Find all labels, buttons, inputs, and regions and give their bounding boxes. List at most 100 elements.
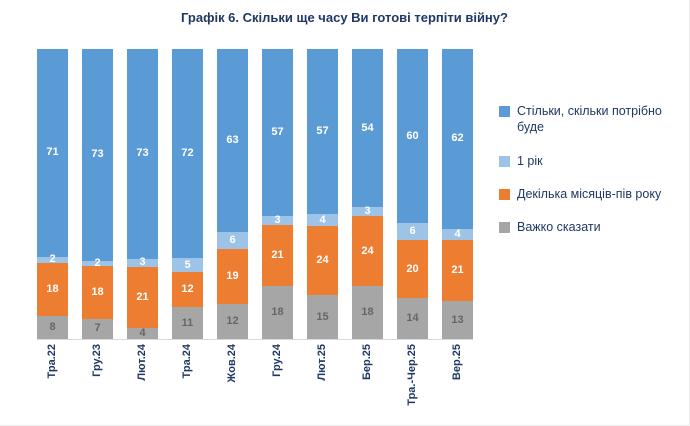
bar-segment: 57: [262, 49, 293, 216]
legend-swatch: [499, 222, 510, 233]
bar-segment: 20: [397, 240, 428, 299]
segment-value-label: 15: [316, 310, 329, 323]
bar-segment: 12: [217, 304, 248, 339]
x-axis-label-text: Тра.24: [181, 344, 193, 379]
x-axis-labels: Тра.22 Гру.23 Лют.24 Тра.24 Жов.24 Гру.24 Лют.…: [37, 344, 473, 406]
bar-segment: 13: [442, 301, 473, 339]
x-axis-label: Лют.25: [307, 344, 338, 406]
x-axis-label-text: Тра.-Чер.25: [406, 344, 418, 406]
x-axis-label-text: Лют.24: [136, 344, 148, 381]
segment-value-label: 11: [181, 316, 194, 329]
segment-value-label: 2: [94, 257, 101, 270]
bar-column: 62 4 21 13: [442, 49, 473, 339]
segment-value-label: 24: [316, 254, 329, 267]
legend-label: Важко сказати: [517, 220, 601, 234]
bar-segment: 54: [352, 49, 383, 208]
bar-segment: 60: [397, 49, 428, 223]
bar-segment: 24: [352, 215, 383, 287]
legend: Стільки, скільки потрібно буде 1 рік Декіл…: [499, 49, 677, 406]
segment-value-label: 72: [181, 146, 194, 159]
bar-segment: 3: [352, 205, 383, 218]
bar-segment: 72: [172, 49, 203, 258]
x-axis-label: Тра.22: [37, 344, 68, 406]
chart-title: Графік 6. Скільки ще часу Ви готові терп…: [181, 10, 508, 25]
segment-value-label: 12: [226, 315, 239, 328]
x-axis-label: Гру.23: [82, 344, 113, 406]
segment-value-label: 57: [271, 125, 284, 138]
legend-item: 1 рік: [499, 153, 677, 169]
segment-value-label: 71: [46, 146, 59, 159]
segment-value-label: 13: [451, 313, 464, 326]
segment-value-label: 60: [406, 129, 419, 142]
segment-value-label: 12: [181, 283, 194, 296]
bar-segment: 3: [262, 214, 293, 225]
segment-value-label: 62: [451, 132, 464, 145]
segment-value-label: 3: [364, 205, 371, 218]
segment-value-label: 2: [49, 253, 56, 266]
bar-column: 73 2 18 7: [82, 49, 113, 339]
x-axis-label: Гру.24: [262, 344, 293, 406]
bar-segment: 63: [217, 49, 248, 232]
legend-swatch: [499, 155, 510, 167]
bar-segment: 4: [442, 229, 473, 241]
bar-segment: 57: [307, 49, 338, 215]
segment-value-label: 7: [94, 322, 101, 335]
x-axis-label: Лют.24: [127, 344, 158, 406]
x-axis-label-text: Гру.24: [271, 344, 283, 377]
bar-column: 60 6 20 14: [397, 49, 428, 339]
bar-segment: 3: [127, 256, 158, 269]
bar-segment: 6: [397, 223, 428, 241]
bar-segment: 18: [37, 262, 68, 316]
bar-segment: 21: [127, 267, 158, 328]
x-axis-label: Жов.24: [217, 344, 248, 406]
bar-column: 72 5 12 11: [172, 49, 203, 339]
x-axis-label-text: Тра.22: [46, 344, 58, 379]
bar-segment: 24: [307, 225, 338, 296]
bar-segment: 7: [82, 318, 113, 339]
bar-segment: 14: [397, 298, 428, 339]
bar-segment: 4: [127, 326, 158, 339]
segment-value-label: 5: [184, 258, 191, 271]
segment-value-label: 54: [361, 121, 374, 134]
bar-segment: 5: [172, 257, 203, 273]
bar-column: 73 3 21 4: [127, 49, 158, 339]
segment-value-label: 24: [361, 244, 374, 257]
bar-segment: 15: [307, 295, 338, 339]
segment-value-label: 4: [139, 326, 146, 339]
plot-area: 71 2 18 8 73 2 18 7 73 3 21 4 72 5 12 11 63 6 19 12 57 3 21 18 5…: [37, 49, 473, 340]
legend-label: Стільки, скільки потрібно буде: [517, 104, 662, 135]
x-axis-label: Тра.24: [172, 344, 203, 406]
segment-value-label: 4: [454, 228, 461, 241]
bar-segment: 11: [172, 307, 203, 339]
legend-swatch: [499, 188, 510, 200]
segment-value-label: 18: [271, 306, 284, 319]
segment-value-label: 18: [91, 286, 104, 299]
bar-segment: 18: [262, 286, 293, 339]
segment-value-label: 21: [271, 249, 284, 261]
bar-column: 63 6 19 12: [217, 49, 248, 339]
segment-value-label: 57: [316, 125, 329, 138]
x-axis-label-text: Гру.23: [91, 344, 103, 377]
segment-value-label: 63: [226, 133, 239, 146]
bar-segment: 18: [82, 266, 113, 319]
segment-value-label: 73: [136, 147, 149, 160]
bar-column: 71 2 18 8: [37, 49, 68, 339]
x-axis-label-text: Вер.25: [451, 344, 463, 381]
x-axis-label: Вер.25: [442, 344, 473, 406]
bar-segment: 73: [82, 49, 113, 261]
x-axis-label: Тра.-Чер.25: [397, 344, 428, 406]
segment-value-label: 20: [406, 262, 419, 275]
bar-segment: 12: [172, 272, 203, 308]
segment-value-label: 4: [319, 213, 326, 226]
bar-column: 57 3 21 18: [262, 49, 293, 339]
segment-value-label: 3: [139, 256, 146, 269]
chart-body: 71 2 18 8 73 2 18 7 73 3 21 4 72 5 12 11 63 6 19 12 57 3 21 18 5…: [0, 49, 689, 406]
x-axis-label-text: Лют.25: [316, 344, 328, 381]
bar-segment: 18: [352, 286, 383, 339]
bar-segment: 71: [37, 49, 68, 257]
segment-value-label: 6: [409, 225, 416, 238]
bar-segment: 8: [37, 315, 68, 339]
legend-label: 1 рік: [517, 153, 543, 168]
x-axis-label-text: Жов.24: [226, 344, 238, 383]
